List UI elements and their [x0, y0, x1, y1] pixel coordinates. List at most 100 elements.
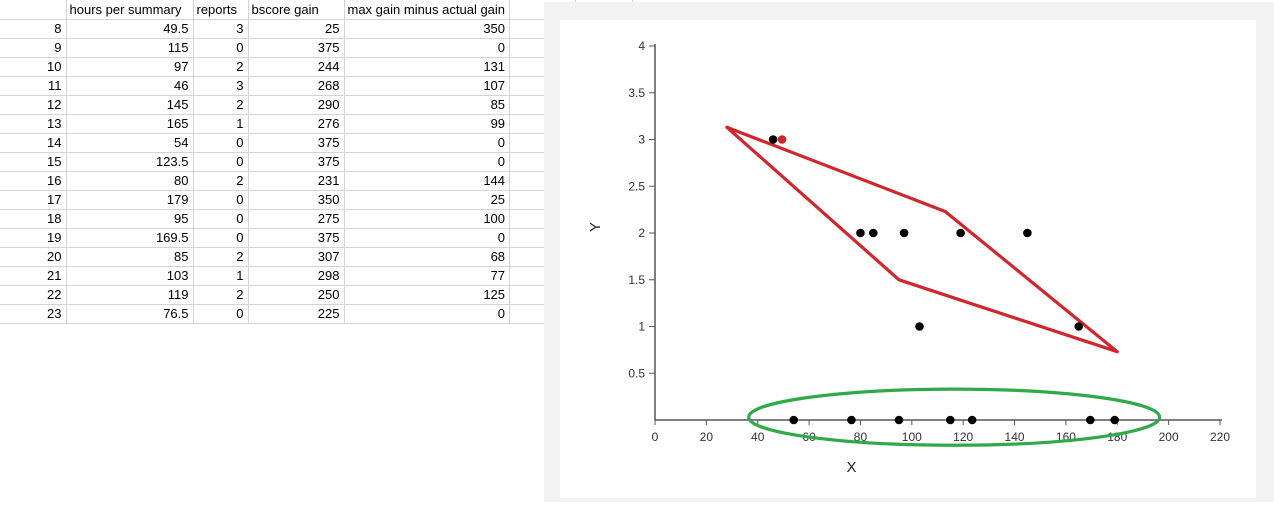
cell-row-number[interactable]: 18: [0, 209, 67, 229]
cell-max-gain-minus-actual-gain[interactable]: 0: [344, 133, 511, 153]
cell-reports[interactable]: 2: [193, 247, 249, 267]
cell-hours-per-summary[interactable]: 123.5: [66, 152, 194, 172]
cell-max-gain-minus-actual-gain[interactable]: 68: [344, 247, 511, 267]
cell-bscore-gain[interactable]: 231: [248, 171, 345, 191]
cell-row-number[interactable]: 17: [0, 190, 67, 210]
data-point[interactable]: [915, 322, 924, 331]
data-point[interactable]: [967, 415, 977, 425]
cell-row-number[interactable]: 16: [0, 171, 67, 191]
cell-hours-per-summary[interactable]: 85: [66, 247, 194, 267]
data-point[interactable]: [1074, 322, 1084, 331]
cell-bscore-gain[interactable]: 375: [248, 228, 345, 248]
cell-max-gain-minus-actual-gain[interactable]: 100: [344, 209, 511, 229]
cell-hours-per-summary[interactable]: 46: [66, 76, 194, 96]
cell-bscore-gain[interactable]: 350: [248, 190, 345, 210]
cell-bscore-gain[interactable]: 375: [248, 133, 345, 153]
header-cell-hours-per-summary[interactable]: hours per summary: [66, 0, 194, 20]
cell-max-gain-minus-actual-gain[interactable]: 99: [344, 114, 511, 134]
cell-max-gain-minus-actual-gain[interactable]: 144: [344, 171, 511, 191]
data-point[interactable]: [856, 228, 865, 238]
cell-hours-per-summary[interactable]: 95: [66, 209, 194, 229]
cell-bscore-gain[interactable]: 375: [248, 152, 345, 172]
cell-max-gain-minus-actual-gain[interactable]: 125: [344, 285, 511, 305]
cell-reports[interactable]: 0: [193, 190, 249, 210]
cell-bscore-gain[interactable]: 250: [248, 285, 345, 305]
cell-max-gain-minus-actual-gain[interactable]: 0: [344, 38, 511, 58]
cell-hours-per-summary[interactable]: 145: [66, 95, 194, 115]
cell-bscore-gain[interactable]: 290: [248, 95, 345, 115]
data-point[interactable]: [956, 228, 965, 238]
cell-hours-per-summary[interactable]: 54: [66, 133, 194, 153]
cell-row-number[interactable]: 9: [0, 38, 67, 58]
data-point[interactable]: [847, 415, 856, 425]
cell-reports[interactable]: 2: [193, 171, 249, 191]
cell-hours-per-summary[interactable]: 49.5: [66, 19, 194, 39]
cell-bscore-gain[interactable]: 225: [248, 304, 345, 324]
cell-bscore-gain[interactable]: 307: [248, 247, 345, 267]
data-point[interactable]: [899, 228, 909, 238]
cell-bscore-gain[interactable]: 276: [248, 114, 345, 134]
data-point[interactable]: [1023, 228, 1032, 238]
header-cell-max-gain-minus-actual-gain[interactable]: max gain minus actual gain: [344, 0, 511, 20]
cell-row-number[interactable]: 14: [0, 133, 67, 153]
cell-reports[interactable]: 0: [193, 38, 249, 58]
cell-row-number[interactable]: 10: [0, 57, 67, 77]
cell-hours-per-summary[interactable]: 169.5: [66, 228, 194, 248]
cell-max-gain-minus-actual-gain[interactable]: 25: [344, 190, 511, 210]
cell-hours-per-summary[interactable]: 76.5: [66, 304, 194, 324]
cell-row-number[interactable]: 11: [0, 76, 67, 96]
cell-row-number[interactable]: 8: [0, 19, 67, 39]
cell-max-gain-minus-actual-gain[interactable]: 350: [344, 19, 511, 39]
data-point[interactable]: [1086, 415, 1095, 425]
cell-hours-per-summary[interactable]: 179: [66, 190, 194, 210]
cell-row-number[interactable]: 21: [0, 266, 67, 286]
cell-reports[interactable]: 0: [193, 133, 249, 153]
data-point[interactable]: [894, 415, 904, 425]
cell-hours-per-summary[interactable]: 97: [66, 57, 194, 77]
cell-hours-per-summary[interactable]: 119: [66, 285, 194, 305]
data-point[interactable]: [868, 228, 878, 238]
data-point[interactable]: [1110, 415, 1120, 425]
cell-reports[interactable]: 0: [193, 152, 249, 172]
cell-max-gain-minus-actual-gain[interactable]: 0: [344, 304, 511, 324]
cell-bscore-gain[interactable]: 375: [248, 38, 345, 58]
cell-max-gain-minus-actual-gain[interactable]: 0: [344, 228, 511, 248]
cell-row-number[interactable]: 23: [0, 304, 67, 324]
header-cell-row-number[interactable]: [0, 0, 67, 20]
cell-reports[interactable]: 0: [193, 304, 249, 324]
cell-max-gain-minus-actual-gain[interactable]: 0: [344, 152, 511, 172]
cell-row-number[interactable]: 15: [0, 152, 67, 172]
cell-row-number[interactable]: 20: [0, 247, 67, 267]
cell-hours-per-summary[interactable]: 103: [66, 266, 194, 286]
cell-reports[interactable]: 1: [193, 266, 249, 286]
cell-reports[interactable]: 2: [193, 95, 249, 115]
cell-max-gain-minus-actual-gain[interactable]: 107: [344, 76, 511, 96]
data-point[interactable]: [789, 415, 798, 425]
cell-row-number[interactable]: 19: [0, 228, 67, 248]
cell-bscore-gain[interactable]: 244: [248, 57, 345, 77]
header-cell-bscore-gain[interactable]: bscore gain: [248, 0, 345, 20]
cell-bscore-gain[interactable]: 275: [248, 209, 345, 229]
cell-row-number[interactable]: 22: [0, 285, 67, 305]
cell-max-gain-minus-actual-gain[interactable]: 131: [344, 57, 511, 77]
cell-bscore-gain[interactable]: 25: [248, 19, 345, 39]
cell-hours-per-summary[interactable]: 115: [66, 38, 194, 58]
cell-reports[interactable]: 3: [193, 76, 249, 96]
cell-row-number[interactable]: 12: [0, 95, 67, 115]
data-point[interactable]: [777, 135, 787, 144]
cell-row-number[interactable]: 13: [0, 114, 67, 134]
header-cell-reports[interactable]: reports: [193, 0, 249, 20]
data-point[interactable]: [946, 415, 955, 425]
cell-reports[interactable]: 1: [193, 114, 249, 134]
cell-reports[interactable]: 0: [193, 209, 249, 229]
cell-reports[interactable]: 2: [193, 57, 249, 77]
data-point[interactable]: [768, 135, 778, 144]
cell-hours-per-summary[interactable]: 80: [66, 171, 194, 191]
cell-max-gain-minus-actual-gain[interactable]: 85: [344, 95, 511, 115]
cell-reports[interactable]: 0: [193, 228, 249, 248]
cell-reports[interactable]: 2: [193, 285, 249, 305]
cell-hours-per-summary[interactable]: 165: [66, 114, 194, 134]
cell-reports[interactable]: 3: [193, 19, 249, 39]
cell-bscore-gain[interactable]: 268: [248, 76, 345, 96]
cell-bscore-gain[interactable]: 298: [248, 266, 345, 286]
